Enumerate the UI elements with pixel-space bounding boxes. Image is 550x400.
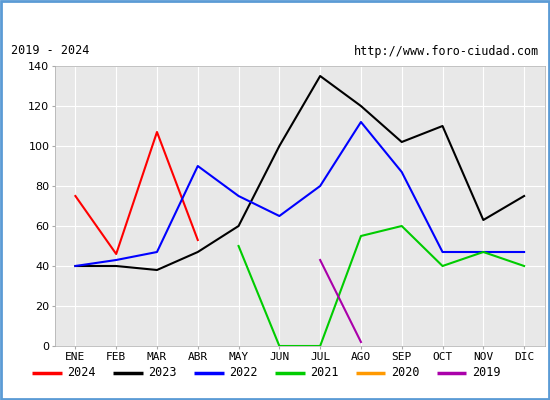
Text: Evolucion Nº Turistas Extranjeros en el municipio de Moreruela de Tábara: Evolucion Nº Turistas Extranjeros en el …: [7, 13, 543, 29]
2021: [276, 344, 283, 348]
2023: [195, 250, 201, 254]
2021: [317, 344, 323, 348]
Text: 2020: 2020: [391, 366, 420, 380]
Text: 2019: 2019: [472, 366, 500, 380]
2022: [439, 250, 446, 254]
2019: [317, 258, 323, 262]
2022: [358, 120, 364, 124]
2021: [358, 234, 364, 238]
Text: 2022: 2022: [229, 366, 258, 380]
2022: [317, 184, 323, 188]
2022: [195, 164, 201, 168]
2019: [358, 340, 364, 344]
Line: 2021: 2021: [239, 226, 524, 346]
Text: 2024: 2024: [68, 366, 96, 380]
2022: [276, 214, 283, 218]
2021: [439, 264, 446, 268]
2022: [521, 250, 527, 254]
Text: 2023: 2023: [148, 366, 177, 380]
Text: http://www.foro-ciudad.com: http://www.foro-ciudad.com: [354, 44, 539, 58]
2022: [235, 194, 242, 198]
2021: [398, 224, 405, 228]
Text: 2021: 2021: [310, 366, 339, 380]
Line: 2022: 2022: [75, 122, 524, 266]
2022: [113, 258, 119, 262]
2023: [72, 264, 79, 268]
2023: [398, 140, 405, 144]
2023: [276, 144, 283, 148]
2023: [153, 268, 160, 272]
Line: 2024: 2024: [75, 132, 198, 254]
2024: [72, 194, 79, 198]
2022: [480, 250, 487, 254]
Line: 2023: 2023: [75, 76, 524, 270]
2021: [235, 244, 242, 248]
2024: [153, 130, 160, 134]
2023: [521, 194, 527, 198]
2022: [72, 264, 79, 268]
2022: [398, 170, 405, 174]
2021: [480, 250, 487, 254]
2023: [113, 264, 119, 268]
2022: [153, 250, 160, 254]
2023: [235, 224, 242, 228]
2021: [521, 264, 527, 268]
2023: [480, 218, 487, 222]
2023: [358, 104, 364, 108]
Text: 2019 - 2024: 2019 - 2024: [11, 44, 89, 58]
2024: [113, 252, 119, 256]
Line: 2019: 2019: [320, 260, 361, 342]
2024: [195, 238, 201, 242]
2023: [439, 124, 446, 128]
2023: [317, 74, 323, 78]
